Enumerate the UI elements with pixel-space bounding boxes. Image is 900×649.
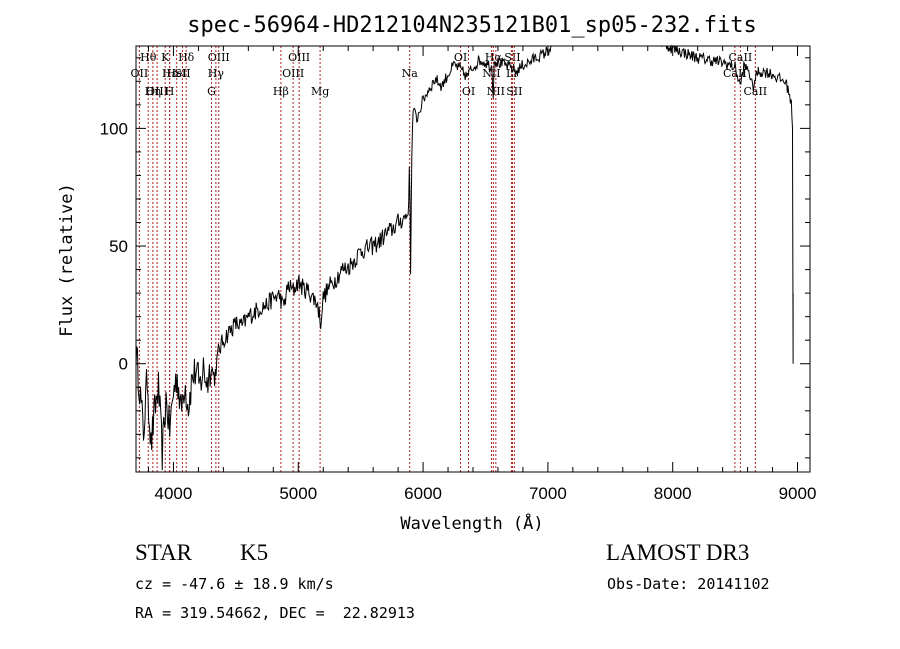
- line-label-4: Hε: [162, 67, 178, 80]
- line-label-13: Hβ: [273, 85, 289, 98]
- line-label-28: CaII: [743, 85, 767, 98]
- x-tick-label: 7000: [529, 484, 567, 503]
- line-label-9: Hδ: [178, 51, 195, 64]
- line-label-6: HeI: [166, 67, 186, 80]
- object-class: STAR: [135, 540, 192, 565]
- flux-series-line: [135, 44, 794, 471]
- line-label-16: Mg: [311, 85, 329, 98]
- line-label-3: K: [161, 51, 170, 64]
- y-tick-label: 50: [109, 237, 128, 256]
- line-label-2: OIII: [146, 85, 168, 98]
- x-tick-label: 9000: [779, 484, 817, 503]
- plot-frame: [135, 45, 811, 473]
- line-label-19: OI: [462, 85, 475, 98]
- line-label-27: CaII: [723, 67, 747, 80]
- y-tick-label: 100: [100, 119, 128, 138]
- x-tick-label: 4000: [155, 484, 193, 503]
- line-label-21: SII: [504, 51, 520, 64]
- y-axis-label: Flux (relative): [57, 183, 77, 337]
- spectrum-chart: spec-56964-HD212104N235121B01_sp05-232.f…: [57, 13, 817, 534]
- line-label-18: OI: [454, 51, 467, 64]
- line-label-25: SII: [506, 85, 522, 98]
- line-label-1: OII: [131, 67, 149, 80]
- axis-ticks: 4000 5000 6000 7000 8000 9000 0 50 100: [100, 46, 817, 503]
- redshift-readout: cz = -47.6 ± 18.9 km/s: [135, 575, 334, 593]
- line-label-15: OIII: [282, 67, 304, 80]
- chart-title: spec-56964-HD212104N235121B01_sp05-232.f…: [187, 13, 757, 38]
- x-tick-label: 6000: [404, 484, 442, 503]
- object-subclass: K5: [240, 540, 269, 565]
- line-label-7: H: [165, 85, 175, 98]
- line-label-12: G: [207, 85, 216, 98]
- coordinates: RA = 319.54662, DEC = 22.82913: [135, 604, 415, 622]
- x-axis-label: Wavelength (Å): [400, 512, 543, 534]
- line-label-14: OIII: [288, 51, 310, 64]
- line-label-0: Hθ: [140, 51, 157, 64]
- line-label-8: SII: [174, 67, 190, 80]
- line-label-10: OIII: [208, 51, 230, 64]
- observation-date: Obs-Date: 20141102: [607, 575, 770, 593]
- line-label-26: CaII: [729, 51, 753, 64]
- line-label-17: Na: [402, 67, 419, 80]
- line-label-24: NII: [487, 85, 505, 98]
- x-tick-label: 8000: [654, 484, 692, 503]
- survey-name: LAMOST DR3: [606, 540, 750, 565]
- x-tick-label: 5000: [279, 484, 317, 503]
- y-tick-label: 0: [119, 355, 128, 374]
- line-label-5: Hη: [145, 85, 161, 98]
- line-label-11: Hγ: [208, 67, 225, 80]
